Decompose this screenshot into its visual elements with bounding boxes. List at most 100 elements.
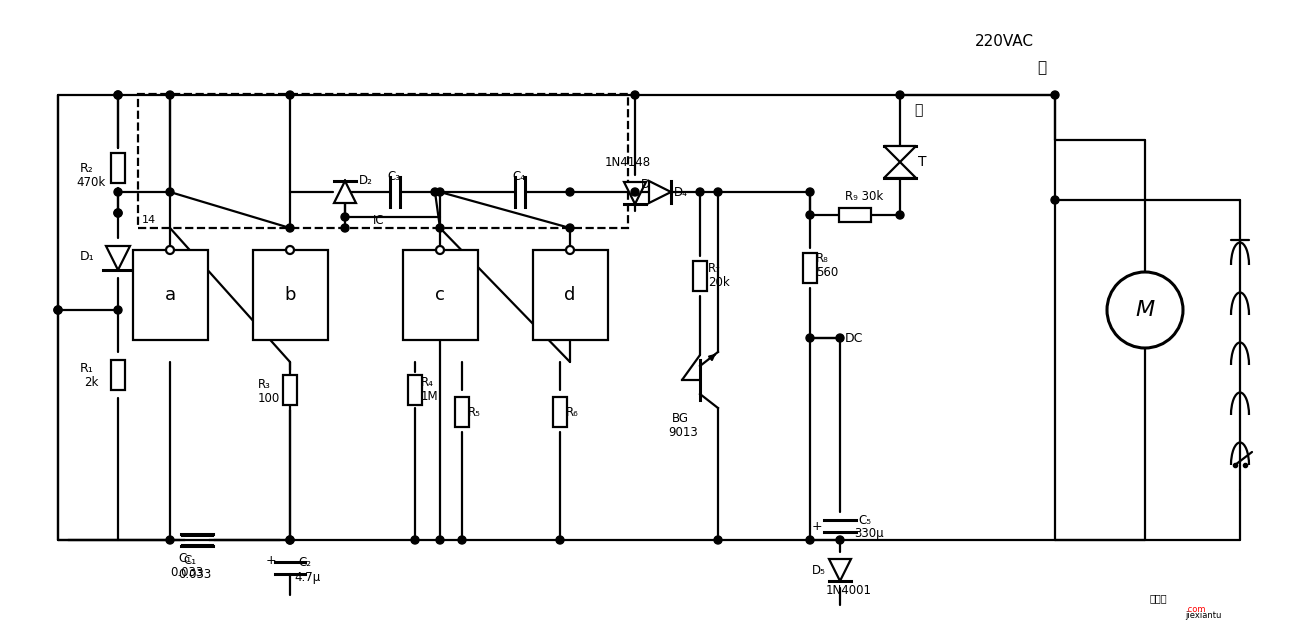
Text: a: a [165, 286, 175, 304]
Text: R₅: R₅ [468, 406, 481, 419]
Text: 100: 100 [257, 392, 280, 406]
Bar [455, 397, 469, 427]
Circle shape [114, 91, 122, 99]
Circle shape [166, 188, 174, 196]
Text: +: + [812, 519, 822, 532]
Text: R₃: R₃ [257, 379, 271, 391]
Text: 火: 火 [914, 103, 923, 117]
Circle shape [566, 224, 574, 232]
Text: 470k: 470k [76, 175, 106, 188]
Text: D₅: D₅ [812, 564, 826, 577]
Text: T: T [918, 155, 927, 169]
Text: 接线图: 接线图 [1150, 593, 1167, 603]
Bar [254, 250, 328, 340]
Text: +: + [267, 554, 277, 567]
Circle shape [1051, 196, 1059, 204]
Circle shape [341, 224, 349, 232]
Circle shape [286, 536, 294, 544]
Text: BG: BG [672, 412, 689, 424]
Circle shape [631, 91, 639, 99]
Text: b: b [284, 286, 295, 304]
Circle shape [714, 188, 721, 196]
Bar [839, 208, 870, 222]
Text: D₄: D₄ [674, 185, 687, 198]
Text: 1N4001: 1N4001 [826, 583, 872, 596]
Circle shape [806, 536, 814, 544]
Bar [408, 375, 422, 405]
Circle shape [806, 334, 814, 342]
Polygon shape [884, 146, 916, 162]
Circle shape [166, 246, 174, 254]
Circle shape [114, 188, 122, 196]
Text: R₉ 30k: R₉ 30k [846, 190, 884, 203]
Circle shape [1051, 91, 1059, 99]
Bar [111, 360, 125, 390]
Circle shape [714, 536, 721, 544]
Circle shape [54, 306, 61, 314]
Bar [133, 250, 208, 340]
Circle shape [1107, 272, 1183, 348]
Circle shape [555, 536, 565, 544]
Circle shape [437, 536, 444, 544]
Text: R₂: R₂ [80, 162, 94, 175]
Text: d: d [565, 286, 575, 304]
Circle shape [114, 91, 122, 99]
Circle shape [566, 188, 574, 196]
Polygon shape [335, 181, 356, 203]
Text: R₇: R₇ [708, 261, 721, 274]
Text: C₅: C₅ [857, 514, 870, 526]
Text: 9013: 9013 [668, 425, 698, 439]
Bar [693, 261, 707, 291]
Circle shape [286, 246, 294, 254]
Circle shape [286, 224, 294, 232]
Circle shape [836, 334, 844, 342]
Text: R₁: R₁ [80, 361, 94, 374]
Text: D₁: D₁ [80, 249, 94, 262]
Text: IC: IC [372, 213, 384, 226]
Text: 0.033: 0.033 [178, 569, 212, 582]
Polygon shape [884, 162, 916, 178]
Text: DC: DC [846, 332, 864, 345]
Circle shape [631, 188, 639, 196]
Circle shape [54, 306, 61, 314]
Bar [139, 94, 627, 228]
Circle shape [806, 211, 814, 219]
Text: 1N4148: 1N4148 [605, 156, 651, 169]
Circle shape [114, 209, 122, 217]
Bar [802, 253, 817, 283]
Text: .com: .com [1185, 605, 1205, 615]
Text: 1M: 1M [421, 389, 439, 402]
Text: 560: 560 [816, 266, 838, 279]
Circle shape [897, 91, 904, 99]
Polygon shape [623, 182, 646, 204]
Circle shape [897, 211, 904, 219]
Text: 330μ: 330μ [853, 527, 884, 541]
Circle shape [114, 209, 122, 217]
Circle shape [437, 224, 444, 232]
Circle shape [806, 188, 814, 196]
Polygon shape [106, 246, 129, 270]
Polygon shape [650, 181, 670, 203]
Circle shape [341, 213, 349, 221]
Text: 220VAC: 220VAC [975, 34, 1034, 50]
Circle shape [114, 306, 122, 314]
Text: C₁: C₁ [183, 554, 196, 567]
Text: C₂: C₂ [298, 555, 311, 569]
Circle shape [836, 536, 844, 544]
Circle shape [431, 188, 439, 196]
Text: R₄: R₄ [421, 376, 434, 389]
Text: 2k: 2k [84, 376, 98, 389]
Polygon shape [829, 559, 851, 581]
Bar [553, 397, 567, 427]
Text: 14: 14 [142, 215, 156, 225]
Text: 零: 零 [1036, 60, 1046, 75]
Bar [111, 153, 125, 183]
Text: R₈: R₈ [816, 251, 829, 264]
Circle shape [286, 91, 294, 99]
Text: c: c [435, 286, 444, 304]
Circle shape [166, 91, 174, 99]
Circle shape [286, 536, 294, 544]
Text: C₃: C₃ [387, 170, 400, 182]
Text: M: M [1136, 300, 1154, 320]
Circle shape [437, 246, 444, 254]
